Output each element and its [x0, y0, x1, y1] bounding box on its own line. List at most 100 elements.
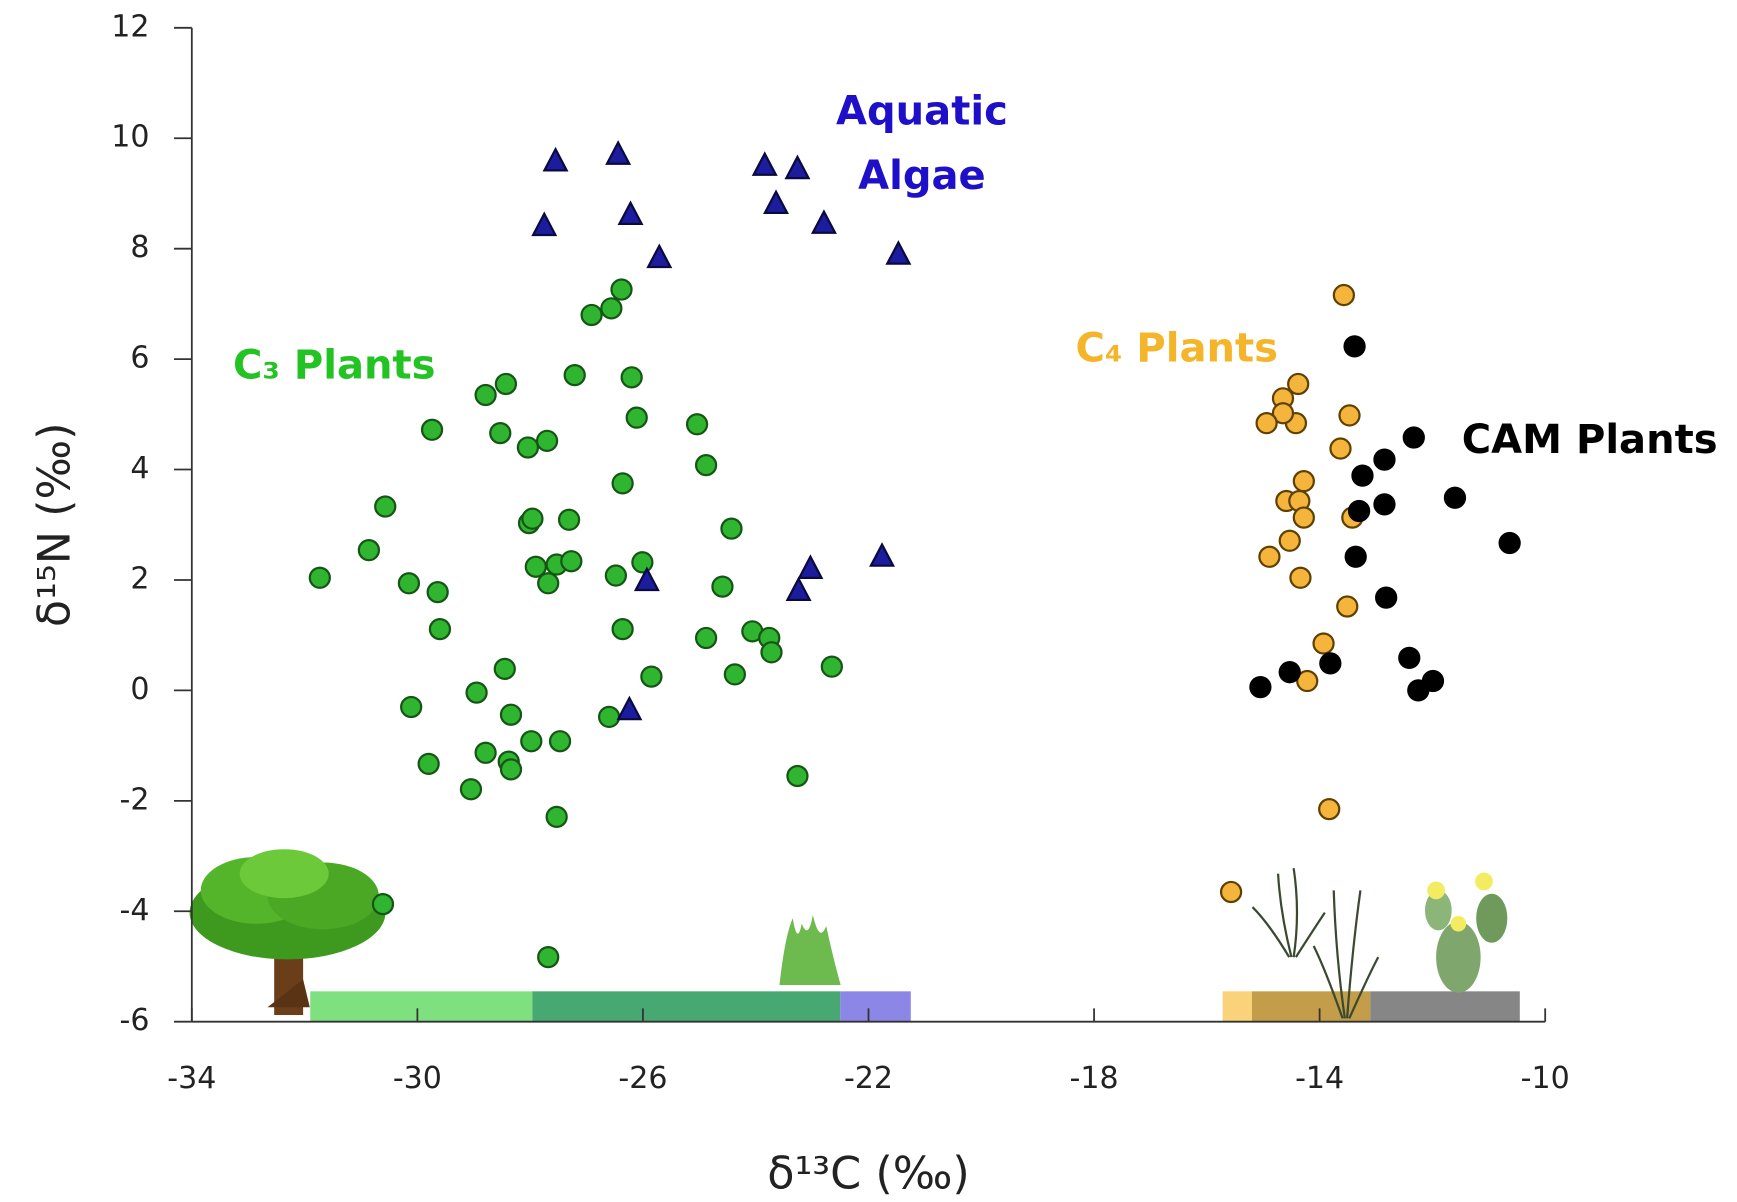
range-bar: [532, 991, 840, 1021]
range-bar: [1370, 991, 1519, 1021]
point: [599, 707, 619, 727]
tree-crown: [240, 849, 329, 898]
point: [1250, 677, 1270, 697]
point: [641, 667, 661, 687]
x-tick-label: -34: [167, 1061, 216, 1096]
point: [1330, 439, 1350, 459]
triangle-point: [765, 192, 787, 213]
point: [1319, 799, 1339, 819]
x-tick-label: -30: [393, 1061, 442, 1096]
point: [1320, 653, 1340, 673]
point: [501, 759, 521, 779]
point: [401, 697, 421, 717]
point: [632, 552, 652, 572]
point: [518, 437, 538, 457]
series-label: C₄ Plants: [1076, 326, 1278, 372]
y-tick-label: 6: [130, 341, 149, 376]
point: [1339, 405, 1359, 425]
point: [538, 573, 558, 593]
x-tick-label: -26: [618, 1061, 667, 1096]
point: [419, 754, 439, 774]
y-tick-label: 12: [111, 9, 149, 44]
range-bar: [840, 991, 910, 1021]
point: [522, 509, 542, 529]
shrub: [779, 915, 840, 985]
triangle-point: [786, 157, 808, 178]
series-label: Aquatic Algae: [836, 89, 1008, 200]
point: [501, 705, 521, 725]
point: [1352, 466, 1372, 486]
point: [550, 731, 570, 751]
point: [538, 947, 558, 967]
point: [687, 414, 707, 434]
point: [761, 642, 781, 662]
point: [611, 280, 631, 300]
chart: -6-4-2024681012-34-30-26-22-18-14-10δ¹³C…: [0, 0, 1737, 1202]
point: [495, 659, 515, 679]
point: [822, 657, 842, 677]
series-label: CAM Plants: [1462, 417, 1718, 463]
point: [1337, 596, 1357, 616]
point: [496, 374, 516, 394]
point: [606, 566, 626, 586]
point: [1500, 533, 1520, 553]
point: [1221, 882, 1241, 902]
triangle-point: [887, 243, 909, 264]
x-axis-label: δ¹³C (‰): [767, 1149, 970, 1200]
triangle-point: [871, 545, 893, 566]
point: [537, 431, 557, 451]
point: [467, 683, 487, 703]
triangle-point: [754, 154, 776, 175]
y-tick-label: 8: [130, 230, 149, 265]
point: [1294, 508, 1314, 528]
point: [1257, 413, 1277, 433]
page: {"chart_data": { "type": "scatter", "x_l…: [0, 0, 1737, 1202]
plot-area: -6-4-2024681012-34-30-26-22-18-14-10δ¹³C…: [29, 9, 1717, 1199]
point: [696, 628, 716, 648]
x-tick-label: -14: [1295, 1061, 1344, 1096]
triangle-point: [544, 149, 566, 170]
triangle-point: [533, 214, 555, 235]
point: [1376, 588, 1396, 608]
point: [490, 423, 510, 443]
point: [1374, 450, 1394, 470]
point: [430, 619, 450, 639]
point: [1399, 648, 1419, 668]
point: [1408, 680, 1428, 700]
point: [476, 743, 496, 763]
point: [375, 497, 395, 517]
point: [359, 540, 379, 560]
x-tick-label: -18: [1070, 1061, 1119, 1096]
point: [1259, 547, 1279, 567]
y-tick-label: 10: [111, 120, 149, 155]
point: [613, 473, 633, 493]
label-line: Aquatic: [836, 89, 1008, 135]
point: [561, 551, 581, 571]
point: [613, 619, 633, 639]
point: [428, 582, 448, 602]
point: [461, 779, 481, 799]
point: [582, 305, 602, 325]
point: [1280, 531, 1300, 551]
point: [712, 577, 732, 597]
y-tick-label: -4: [120, 893, 150, 928]
range-bar: [1223, 991, 1252, 1021]
point: [547, 807, 567, 827]
triangle-point: [799, 557, 821, 578]
point: [1349, 501, 1369, 521]
y-tick-label: 0: [130, 672, 149, 707]
point: [399, 573, 419, 593]
point: [1294, 471, 1314, 491]
point: [521, 731, 541, 751]
triangle-point: [619, 203, 641, 224]
series-label: C₃ Plants: [233, 342, 435, 388]
range-bar: [1252, 991, 1370, 1021]
point: [373, 894, 393, 914]
point: [1374, 494, 1394, 514]
point: [559, 510, 579, 530]
point: [1404, 428, 1424, 448]
point: [1345, 336, 1365, 356]
label-line: Algae: [858, 153, 986, 199]
x-tick-label: -10: [1521, 1061, 1570, 1096]
point: [1280, 662, 1300, 682]
